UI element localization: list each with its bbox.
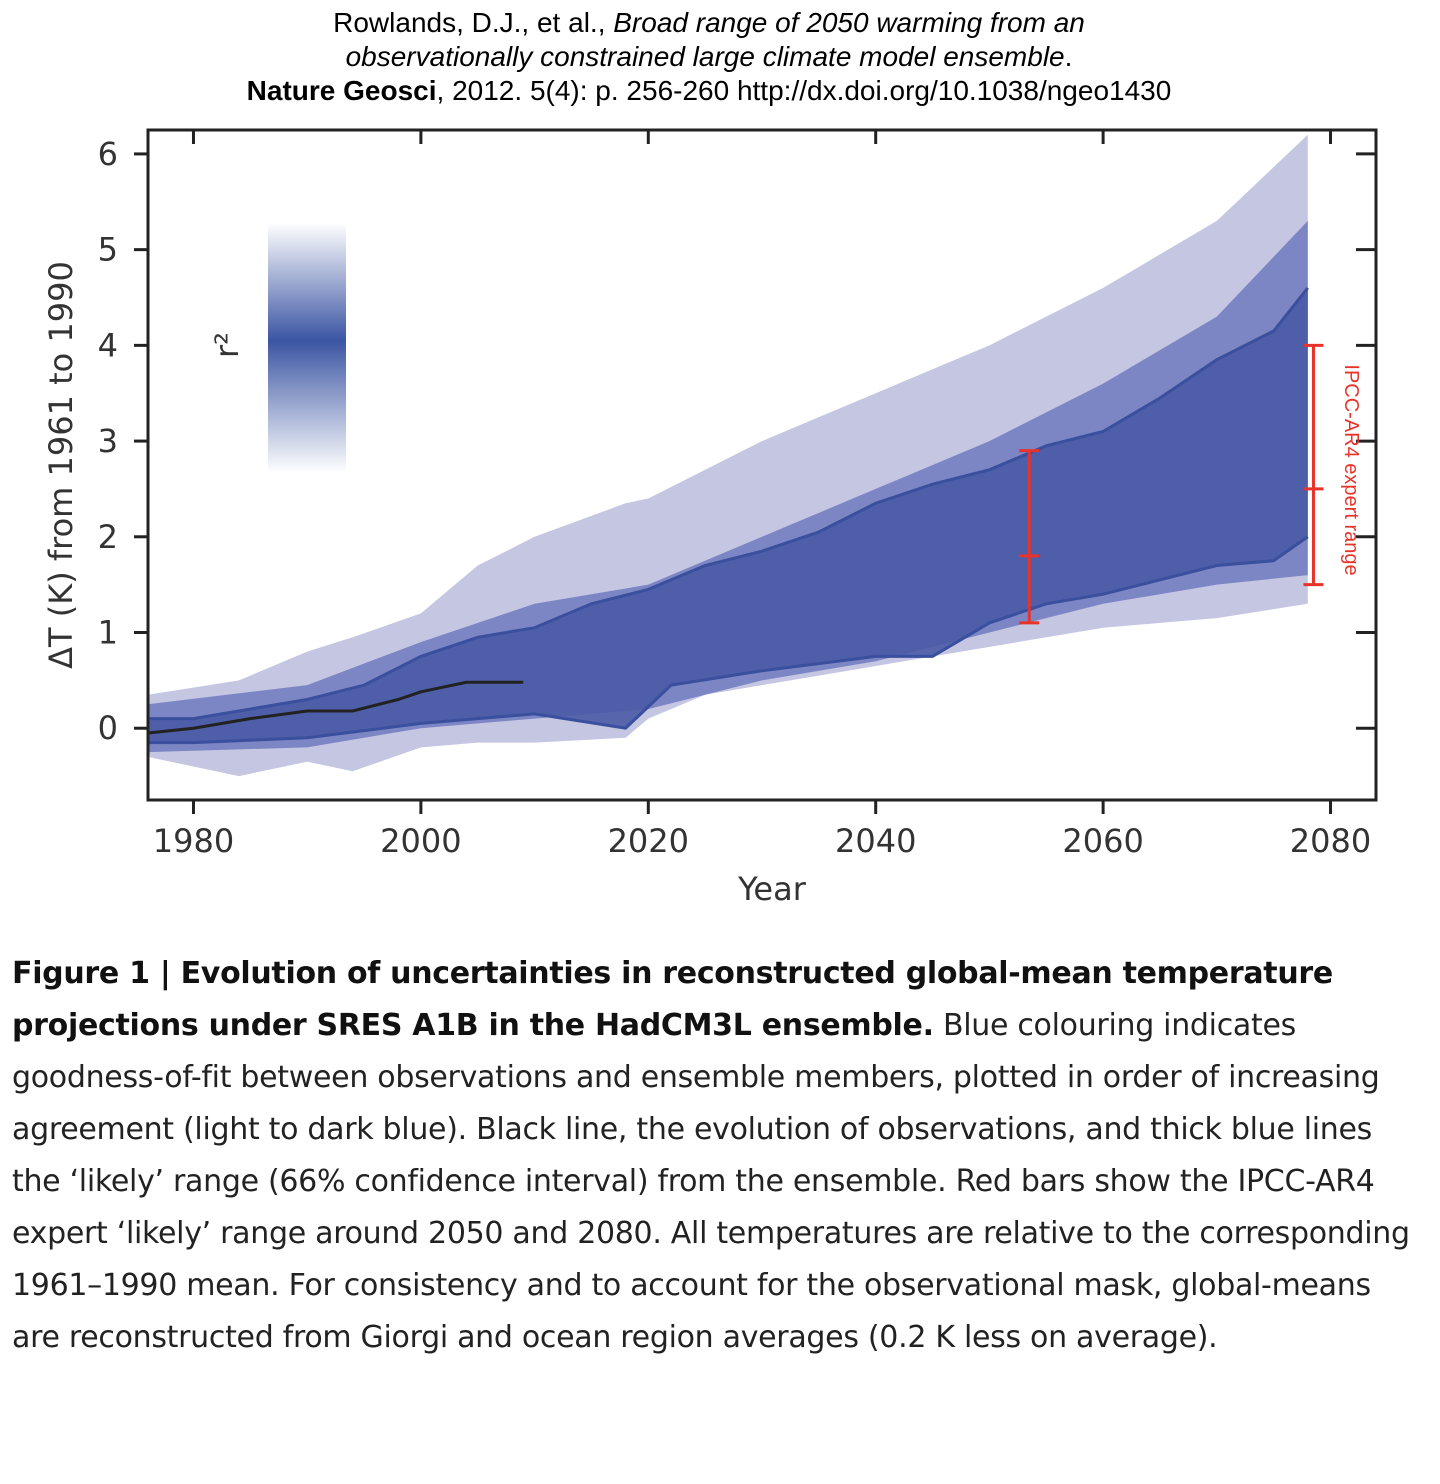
figure-caption: Figure 1 | Evolution of uncertainties in… [12,948,1412,1364]
caption-text: Blue colouring indicates goodness-of-fit… [12,1008,1410,1355]
y-tick-label: 5 [98,231,118,269]
x-tick-label: 2020 [608,822,689,860]
colorbar [268,223,346,473]
observations-line [148,680,524,735]
caption-title: Figure 1 | Evolution of uncertainties in… [12,956,1333,1043]
x-tick-label: 2040 [835,822,916,860]
y-tick-label: 6 [98,135,118,173]
citation-authors: Rowlands, D.J., et al., [333,7,614,38]
x-tick-label: 2080 [1290,822,1371,860]
y-tick-label: 1 [98,614,118,652]
citation: Rowlands, D.J., et al., Broad range of 2… [0,6,1418,108]
citation-title: Broad range of 2050 warming from an [613,7,1085,38]
citation-period: . [1064,41,1073,72]
colorbar-label: r² [208,332,246,358]
ipcc-error-bar [1019,449,1040,625]
y-tick-label: 3 [98,422,118,460]
x-tick-label: 1980 [153,822,234,860]
likely-upper-line [148,286,1309,721]
x-tick-label: 2000 [380,822,461,860]
citation-title-cont: observationally constrained large climat… [345,41,1065,72]
citation-details: , 2012. 5(4): p. 256-260 http://dx.doi.o… [436,75,1172,106]
high-agreement-band [148,287,1308,743]
y-tick-label: 4 [98,326,118,364]
ipcc-error-bar [1303,343,1324,587]
mid-agreement-band [148,220,1308,753]
likely-lower-line [148,535,1309,745]
y-tick-label: 0 [98,709,118,747]
y-tick-label: 2 [98,518,118,556]
ipcc-annotation: IPCC-AR4 expert range [1340,364,1362,575]
y-axis-label: ΔT (K) from 1961 to 1990 [42,261,80,669]
x-axis-label: Year [737,870,807,908]
plot-frame [146,128,1378,802]
x-tick-label: 2060 [1062,822,1143,860]
citation-journal: Nature Geosci [246,75,437,106]
